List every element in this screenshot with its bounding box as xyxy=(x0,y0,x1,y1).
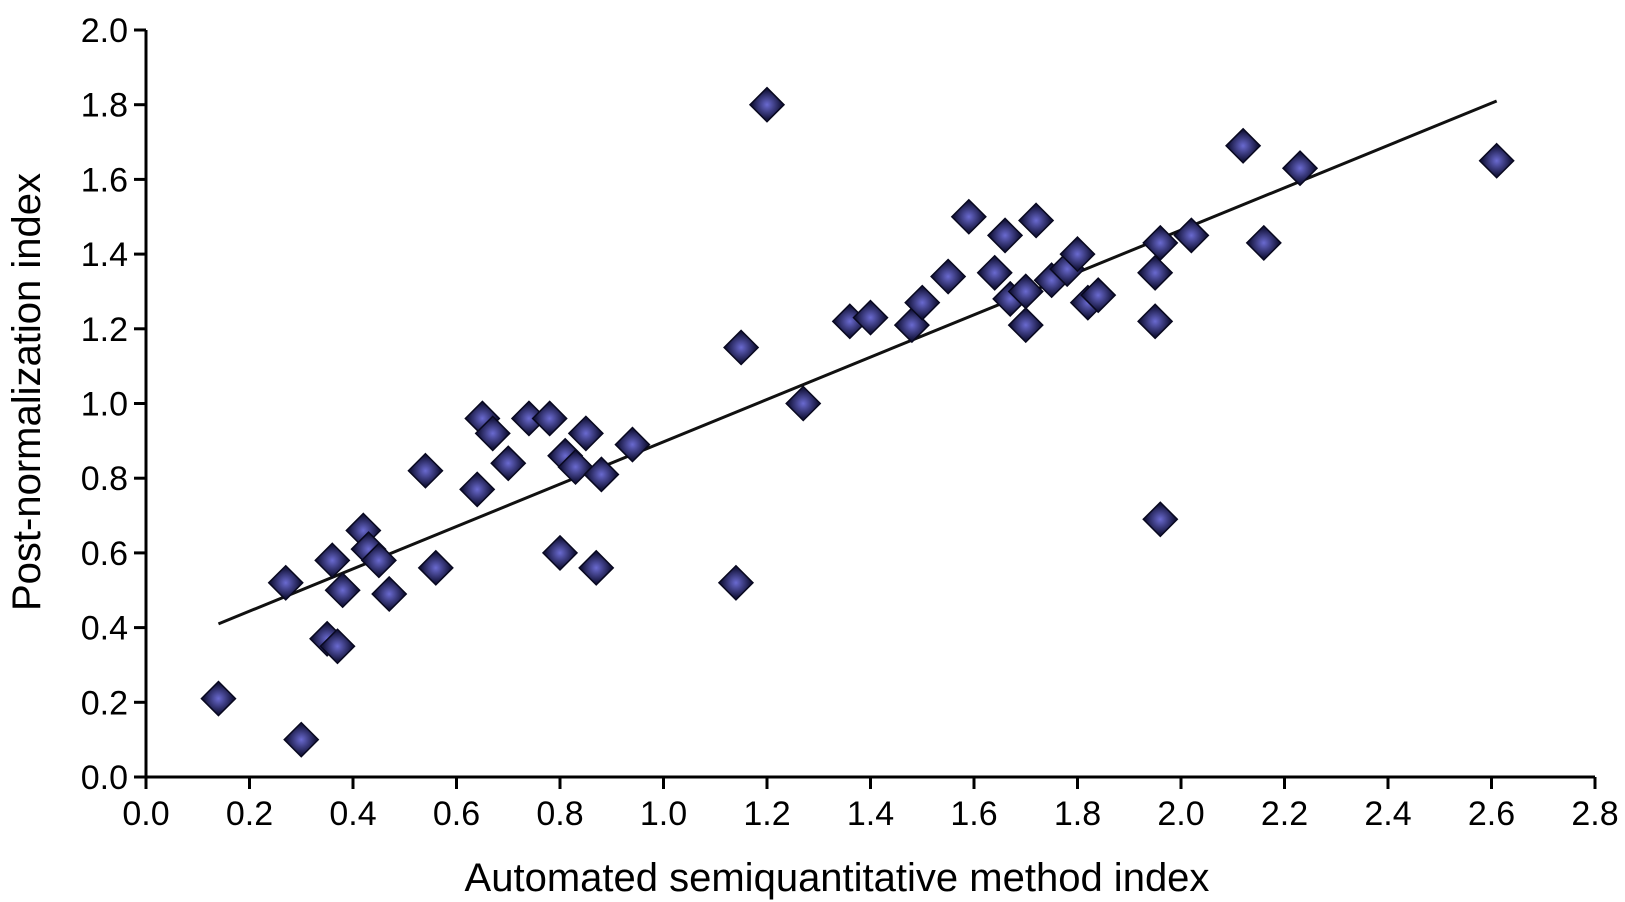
data-point xyxy=(1059,236,1096,273)
data-point xyxy=(360,542,397,579)
data-point xyxy=(324,572,361,609)
data-point xyxy=(852,299,889,336)
data-point xyxy=(557,448,594,486)
x-tick-label: 2.6 xyxy=(1468,795,1515,833)
y-tick-label: 1.2 xyxy=(81,311,128,349)
x-tick-label: 1.8 xyxy=(1054,795,1101,833)
y-tick-label: 0.4 xyxy=(81,610,128,648)
data-point xyxy=(459,471,496,508)
data-point xyxy=(567,415,604,452)
data-point xyxy=(1137,303,1174,340)
x-axis-title: Automated semiquantitative method index xyxy=(465,856,1210,900)
data-point xyxy=(986,217,1024,254)
x-tick-label: 2.8 xyxy=(1571,795,1618,833)
y-axis-ticks: 0.0 0.2 0.4 0.6 0.8 1.0 1.2 1.4 1.6 1.8 2.0 xyxy=(81,12,146,797)
data-points xyxy=(200,86,1515,758)
data-point xyxy=(1137,254,1174,291)
data-point xyxy=(976,254,1013,291)
data-point xyxy=(904,284,941,321)
x-axis-ticks: 0.0 0.2 0.4 0.6 0.8 1.0 1.2 1.4 1.6 1.8 2.0 2.2 2.4 2… xyxy=(122,777,1619,833)
data-point xyxy=(1281,150,1319,187)
data-point xyxy=(200,680,237,717)
data-point xyxy=(1018,202,1055,239)
x-tick-label: 0.0 xyxy=(122,795,169,833)
x-tick-label: 2.2 xyxy=(1261,795,1308,833)
data-point xyxy=(541,534,579,571)
y-tick-label: 0.8 xyxy=(81,460,128,498)
y-axis-title: Post-normalization index xyxy=(5,173,49,611)
data-point xyxy=(578,549,615,586)
x-tick-label: 0.2 xyxy=(226,795,273,833)
y-tick-label: 1.6 xyxy=(81,161,128,199)
x-tick-label: 2.4 xyxy=(1364,795,1411,833)
data-point xyxy=(614,426,651,463)
data-point xyxy=(1478,142,1515,179)
y-tick-label: 1.4 xyxy=(81,236,128,274)
data-point xyxy=(1007,307,1044,344)
data-point xyxy=(930,258,967,295)
data-point xyxy=(1142,224,1179,261)
data-point xyxy=(1245,224,1282,261)
y-tick-label: 1.0 xyxy=(81,386,128,424)
data-point xyxy=(785,385,822,422)
data-point xyxy=(1142,501,1179,538)
data-point xyxy=(531,400,568,437)
data-point xyxy=(583,456,620,493)
x-tick-label: 1.2 xyxy=(743,795,790,833)
data-point xyxy=(407,452,444,489)
data-point xyxy=(319,628,356,665)
y-tick-label: 0.2 xyxy=(81,684,128,722)
x-tick-label: 0.6 xyxy=(433,795,480,833)
trendline-group xyxy=(217,99,1498,626)
y-tick-label: 1.8 xyxy=(81,87,128,125)
data-point xyxy=(474,415,511,452)
data-point xyxy=(1080,277,1117,314)
x-tick-label: 0.8 xyxy=(536,795,583,833)
data-point xyxy=(723,329,760,366)
trendline xyxy=(217,99,1498,626)
y-tick-label: 2.0 xyxy=(81,12,128,50)
x-tick-label: 2.0 xyxy=(1157,795,1204,833)
x-tick-label: 1.0 xyxy=(640,795,687,833)
y-tick-label: 0.6 xyxy=(81,535,128,573)
data-point xyxy=(748,86,786,123)
data-point xyxy=(1225,127,1262,164)
data-point xyxy=(717,564,755,601)
data-point xyxy=(1173,217,1210,254)
data-point xyxy=(490,445,527,482)
data-point xyxy=(950,198,987,235)
x-tick-label: 1.4 xyxy=(847,795,894,833)
data-point xyxy=(283,721,320,758)
x-tick-label: 1.6 xyxy=(950,795,997,833)
data-point xyxy=(417,549,454,586)
x-tick-label: 0.4 xyxy=(329,795,376,833)
data-point xyxy=(314,542,351,579)
data-point xyxy=(1007,273,1044,310)
y-tick-label: 0.0 xyxy=(81,759,128,797)
axes xyxy=(144,30,1595,779)
data-point xyxy=(267,564,304,601)
data-point xyxy=(371,575,408,613)
